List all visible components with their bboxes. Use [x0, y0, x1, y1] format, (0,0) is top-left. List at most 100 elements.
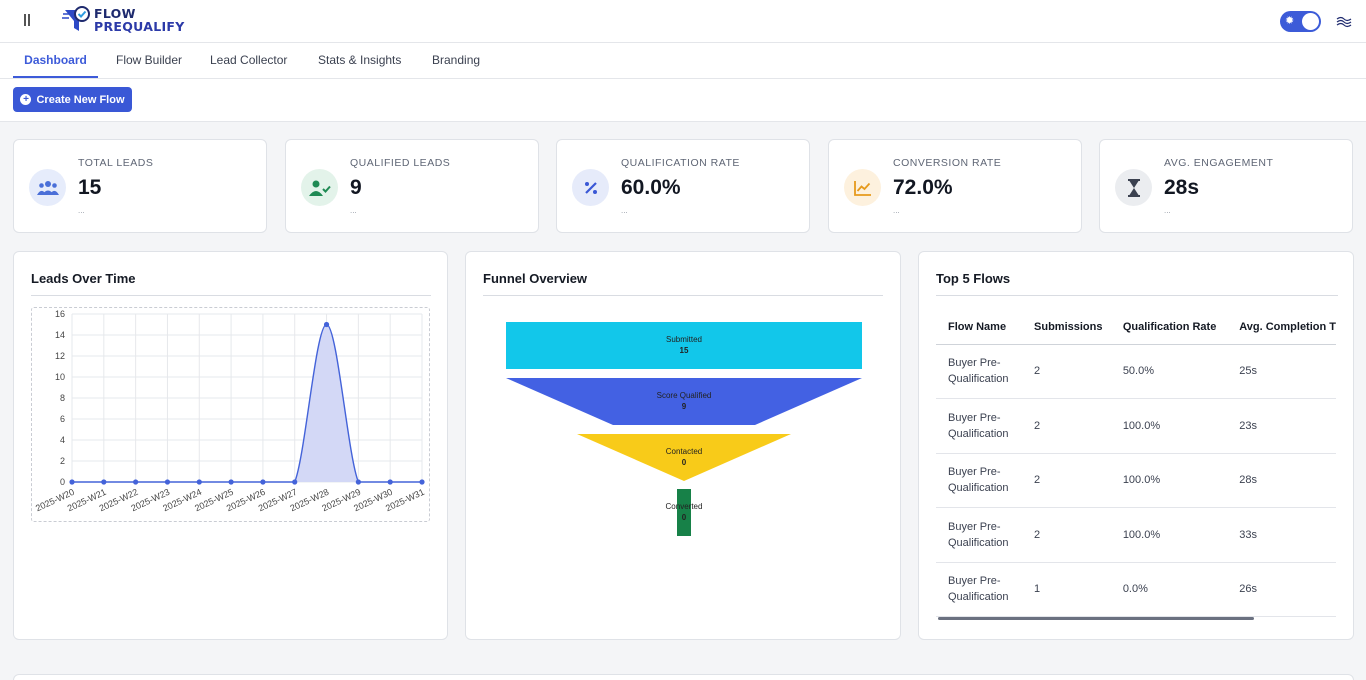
y-tick-label: 10	[55, 372, 65, 382]
bottom-panel	[13, 674, 1354, 680]
cell-submissions: 2	[1022, 344, 1111, 399]
cell-submissions: 1	[1022, 562, 1111, 617]
cell-qualification-rate: 100.0%	[1110, 507, 1228, 563]
cell-flow-name: Buyer Pre-Qualification	[936, 344, 1023, 399]
stat-value: 15	[78, 176, 102, 199]
leads-over-time-panel: Leads Over Time 0 2 4 6 8 10 12 14 16 2025-W20 202…	[13, 251, 448, 640]
table-horizontal-scrollbar[interactable]	[938, 617, 1254, 620]
data-point	[228, 479, 234, 485]
funnel-chart: Submitted 15 Score Qualified 9 Contacted 0 Con…	[506, 322, 862, 536]
stat-sub: ...	[1164, 206, 1171, 215]
series-line	[72, 323, 422, 483]
cell-qualification-rate: 100.0%	[1110, 453, 1228, 508]
cell-qualification-rate: 0.0%	[1110, 562, 1228, 617]
menu-toggle-icon[interactable]	[22, 14, 32, 28]
data-point	[419, 479, 425, 485]
funnel-overview-panel: Funnel Overview Submitted 15 Score Qualifi…	[465, 251, 901, 640]
funnel-stage-label: Score Qualified	[657, 391, 712, 400]
theme-toggle[interactable]: ✹	[1280, 11, 1321, 32]
country-flag-icon[interactable]	[1334, 14, 1354, 30]
stat-label: QUALIFIED LEADS	[350, 157, 451, 169]
stat-value: 28s	[1164, 176, 1200, 199]
stat-card-total-leads: TOTAL LEADS 15 ...	[13, 139, 267, 233]
sun-icon: ✹	[1285, 15, 1295, 27]
panel-divider	[936, 295, 1338, 296]
y-tick-label: 8	[60, 393, 65, 403]
funnel-segment	[506, 322, 862, 369]
cell-avg-completion: 28s	[1227, 453, 1336, 508]
funnel-segment	[677, 489, 691, 536]
panel-divider	[31, 295, 431, 296]
action-bar: + Create New Flow	[0, 79, 1366, 122]
funnel-segment	[506, 378, 862, 425]
column-header-submissions[interactable]: Submissions	[1022, 311, 1111, 345]
tab-flow-builder[interactable]: Flow Builder	[116, 53, 183, 67]
cell-avg-completion: 33s	[1227, 507, 1336, 563]
table-row[interactable]: Buyer Pre-Qualification 1 0.0% 26s	[936, 562, 1336, 617]
stat-label: AVG. ENGAGEMENT	[1164, 157, 1274, 169]
brand-name: FLOW PREQUALIFY	[94, 7, 185, 33]
tab-dashboard[interactable]: Dashboard	[13, 43, 98, 78]
tab-branding[interactable]: Branding	[432, 53, 481, 67]
funnel-stage-label: Converted	[666, 502, 703, 511]
user-check-icon	[301, 169, 338, 206]
cell-avg-completion: 23s	[1227, 398, 1336, 454]
data-point	[387, 479, 393, 485]
column-header-qualification-rate[interactable]: Qualification Rate	[1110, 311, 1228, 345]
column-header-avg-completion[interactable]: Avg. Completion T	[1227, 311, 1336, 345]
stat-label: QUALIFICATION RATE	[621, 157, 740, 169]
funnel-stage-label: Submitted	[666, 335, 702, 344]
table-row[interactable]: Buyer Pre-Qualification 2 50.0% 25s	[936, 344, 1336, 399]
table-row[interactable]: Buyer Pre-Qualification 2 100.0% 23s	[936, 398, 1336, 454]
create-new-flow-label: Create New Flow	[36, 93, 125, 106]
cell-avg-completion: 25s	[1227, 344, 1336, 399]
series-area	[72, 324, 422, 482]
cell-flow-name: Buyer Pre-Qualification	[936, 562, 1023, 617]
plus-circle-icon: +	[20, 94, 32, 105]
stat-sub: ...	[350, 206, 357, 215]
table-row[interactable]: Buyer Pre-Qualification 2 100.0% 28s	[936, 453, 1336, 508]
leads-over-time-chart: 02468101214162025-W202025-W212025-W22202…	[34, 309, 426, 513]
data-point	[101, 479, 107, 485]
brand-name-line1: FLOW	[94, 6, 136, 21]
stat-label: TOTAL LEADS	[78, 157, 154, 169]
stat-value: 72.0%	[893, 176, 953, 199]
hourglass-icon	[1115, 169, 1152, 206]
funnel-check-logo-icon	[62, 6, 90, 31]
table-row[interactable]: Buyer Pre-Qualification 2 100.0% 33s	[936, 507, 1336, 563]
stat-card-qualified-leads: QUALIFIED LEADS 9 ...	[285, 139, 539, 233]
y-tick-label: 12	[55, 351, 65, 361]
toggle-knob	[1302, 13, 1319, 30]
y-tick-label: 14	[55, 330, 65, 340]
cell-flow-name: Buyer Pre-Qualification	[936, 453, 1023, 508]
funnel-stage-value: 0	[682, 513, 687, 522]
cell-flow-name: Buyer Pre-Qualification	[936, 507, 1023, 563]
data-point	[292, 479, 298, 485]
cell-flow-name: Buyer Pre-Qualification	[936, 398, 1023, 454]
data-point	[69, 479, 75, 485]
y-tick-label: 4	[60, 435, 65, 445]
cell-submissions: 2	[1022, 507, 1111, 563]
stat-sub: ...	[621, 206, 628, 215]
line-chart-icon	[844, 169, 881, 206]
cell-qualification-rate: 100.0%	[1110, 398, 1228, 454]
tab-stats-insights[interactable]: Stats & Insights	[318, 53, 402, 67]
panel-title: Top 5 Flows	[936, 271, 1011, 286]
y-tick-label: 0	[60, 477, 65, 487]
funnel-segment	[577, 434, 791, 481]
create-new-flow-button[interactable]: + Create New Flow	[13, 87, 132, 112]
column-header-flow-name[interactable]: Flow Name	[936, 311, 1023, 345]
stat-card-qualification-rate: QUALIFICATION RATE 60.0% ...	[556, 139, 810, 233]
stat-label: CONVERSION RATE	[893, 157, 1002, 169]
y-tick-label: 6	[60, 414, 65, 424]
stat-card-avg-engagement: AVG. ENGAGEMENT 28s ...	[1099, 139, 1353, 233]
tab-lead-collector[interactable]: Lead Collector	[210, 53, 288, 67]
main-tabs: Dashboard Flow Builder Lead Collector St…	[0, 43, 1366, 79]
data-point	[260, 479, 266, 485]
brand-name-line2: PREQUALIFY	[94, 19, 185, 34]
table-header-row: Flow Name Submissions Qualification Rate…	[936, 311, 1336, 345]
panel-title: Leads Over Time	[31, 271, 136, 286]
stat-card-conversion-rate: CONVERSION RATE 72.0% ...	[828, 139, 1082, 233]
panel-divider	[483, 295, 883, 296]
funnel-stage-label: Contacted	[666, 447, 702, 456]
